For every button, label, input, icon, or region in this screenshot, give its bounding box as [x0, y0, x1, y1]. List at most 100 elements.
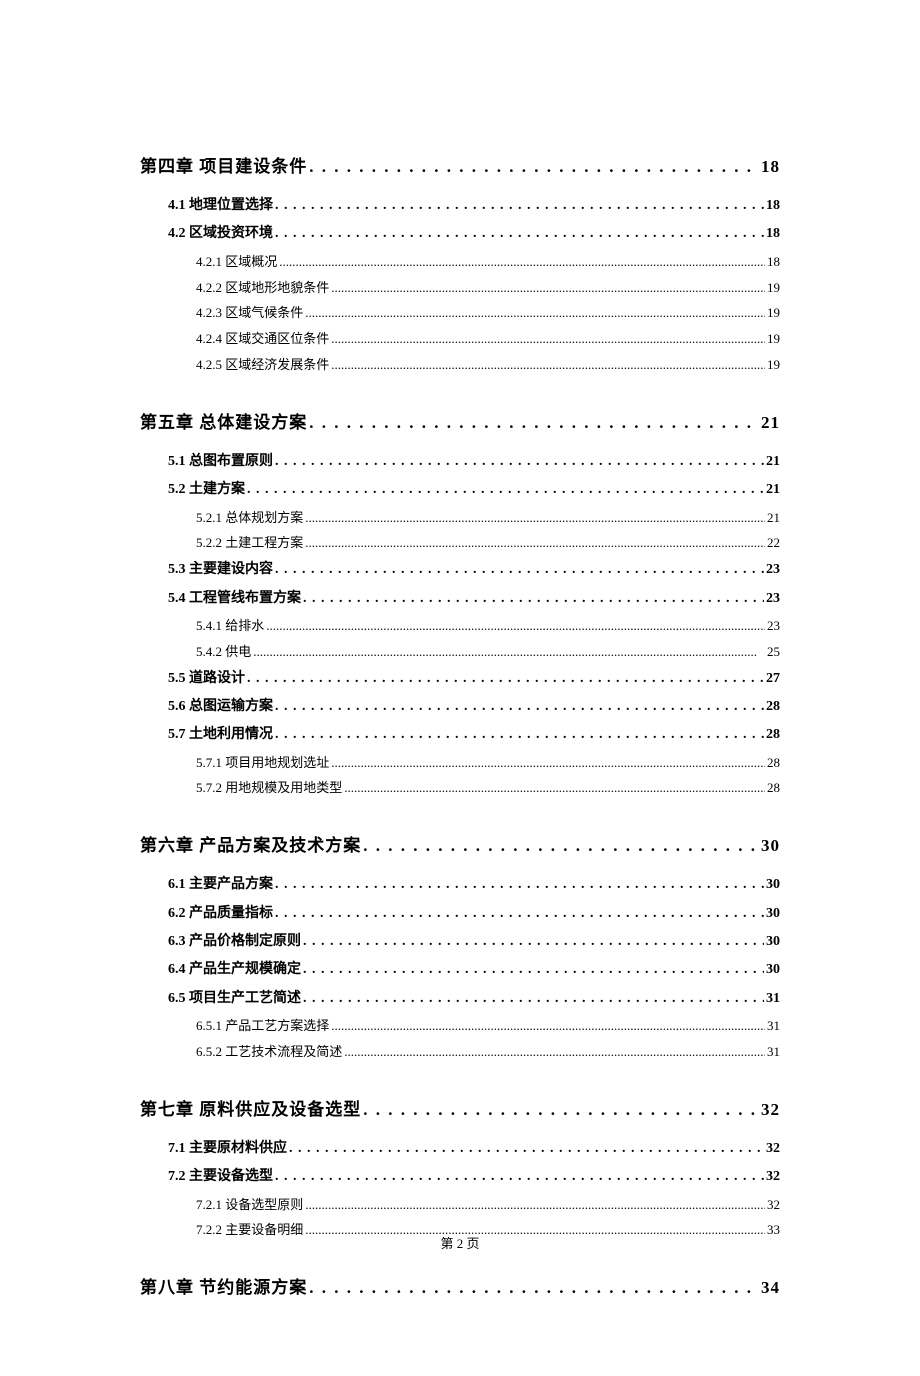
- toc-entry-section: 4.1 地理位置选择18: [168, 195, 780, 217]
- toc-leader-dots: [303, 931, 764, 953]
- toc-entry-subsection: 5.7.1 项目用地规划选址28: [196, 753, 780, 774]
- toc-label: 4.2.4 区域交通区位条件: [196, 329, 329, 350]
- toc-page-number: 23: [767, 616, 780, 637]
- toc-page-number: 22: [767, 533, 780, 554]
- toc-page-number: 30: [766, 874, 780, 896]
- toc-leader-dots: [275, 874, 764, 896]
- toc-entry-section: 5.7 土地利用情况28: [168, 724, 780, 746]
- toc-page-number: 32: [766, 1138, 780, 1160]
- toc-page-number: 21: [766, 479, 780, 501]
- toc-page-number: 18: [767, 252, 780, 273]
- toc-leader-dots: [279, 252, 765, 273]
- toc-entry-section: 6.1 主要产品方案30: [168, 874, 780, 896]
- toc-entry-section: 5.3 主要建设内容 23: [168, 559, 780, 581]
- toc-leader-dots: [344, 778, 765, 799]
- toc-page-number: 23: [766, 559, 780, 581]
- toc-entry-subsection: 5.7.2 用地规模及用地类型28: [196, 778, 780, 799]
- toc-label: 5.1 总图布置原则: [168, 451, 273, 473]
- toc-label: 5.2 土建方案: [168, 479, 245, 501]
- toc-entry-section: 7.2 主要设备选型 32: [168, 1166, 780, 1188]
- toc-leader-dots: [275, 559, 764, 581]
- toc-label: 7.2.1 设备选型原则: [196, 1195, 303, 1216]
- toc-leader-dots: [303, 588, 764, 610]
- toc-page-number: 31: [767, 1042, 780, 1063]
- toc-page-number: 25: [767, 642, 780, 663]
- toc-leader-dots: [331, 753, 765, 774]
- toc-page-number: 19: [767, 278, 780, 299]
- toc-leader-dots: [331, 355, 765, 376]
- toc-page-number: 23: [766, 588, 780, 610]
- toc-page-number: 18: [766, 195, 780, 217]
- toc-page-number: 30: [766, 959, 780, 981]
- toc-label: 第四章 项目建设条件: [140, 152, 307, 177]
- toc-leader-dots: [275, 903, 764, 925]
- toc-leader-dots: [309, 1278, 759, 1298]
- toc-label: 5.6 总图运输方案: [168, 696, 273, 718]
- toc-leader-dots: [305, 1195, 765, 1216]
- toc-entry-section: 6.3 产品价格制定原则 30: [168, 931, 780, 953]
- toc-page-number: 34: [761, 1278, 780, 1298]
- toc-page-number: 21: [761, 413, 780, 433]
- toc-entry-subsection: 4.2.4 区域交通区位条件 19: [196, 329, 780, 350]
- toc-page-number: 30: [761, 836, 780, 856]
- toc-label: 4.2 区域投资环境: [168, 223, 273, 245]
- toc-leader-dots: [303, 959, 764, 981]
- toc-entry-subsection: 5.4.1 给排水 23: [196, 616, 780, 637]
- toc-leader-dots: [275, 195, 764, 217]
- toc-label: 4.2.5 区域经济发展条件: [196, 355, 329, 376]
- toc-leader-dots: [303, 988, 764, 1010]
- toc-label: 第六章 产品方案及技术方案: [140, 831, 361, 856]
- toc-leader-dots: [266, 616, 765, 637]
- toc-entry-chapter: 第八章 节约能源方案 34: [140, 1273, 780, 1298]
- toc-leader-dots: [275, 451, 764, 473]
- toc-entry-subsection: 6.5.2 工艺技术流程及简述31: [196, 1042, 780, 1063]
- toc-leader-dots: [344, 1042, 765, 1063]
- toc-label: 5.4.2 供电: [196, 642, 251, 663]
- toc-label: 5.3 主要建设内容: [168, 559, 273, 581]
- toc-page-number: 27: [766, 668, 780, 690]
- toc-entry-subsection: 4.2.1 区域概况 18: [196, 252, 780, 273]
- toc-label: 4.2.2 区域地形地貌条件: [196, 278, 329, 299]
- toc-leader-dots: [253, 642, 765, 663]
- toc-entry-chapter: 第四章 项目建设条件 18: [140, 152, 780, 177]
- toc-label: 第八章 节约能源方案: [140, 1273, 307, 1298]
- toc-entry-section: 5.2 土建方案 21: [168, 479, 780, 501]
- toc-entry-subsection: 4.2.3 区域气候条件19: [196, 303, 780, 324]
- toc-entry-subsection: 7.2.1 设备选型原则 32: [196, 1195, 780, 1216]
- toc-page-number: 32: [766, 1166, 780, 1188]
- toc-entry-section: 6.2 产品质量指标30: [168, 903, 780, 925]
- toc-leader-dots: [247, 668, 764, 690]
- toc-page: 第四章 项目建设条件184.1 地理位置选择184.2 区域投资环境184.2.…: [0, 0, 920, 1376]
- toc-label: 5.7.1 项目用地规划选址: [196, 753, 329, 774]
- toc-entry-subsection: 5.2.2 土建工程方案22: [196, 533, 780, 554]
- toc-entry-section: 6.4 产品生产规模确定30: [168, 959, 780, 981]
- toc-leader-dots: [247, 479, 764, 501]
- toc-page-number: 19: [767, 329, 780, 350]
- toc-label: 6.3 产品价格制定原则: [168, 931, 301, 953]
- toc-label: 5.4.1 给排水: [196, 616, 264, 637]
- toc-label: 7.1 主要原材料供应: [168, 1138, 287, 1160]
- toc-entry-chapter: 第五章 总体建设方案21: [140, 408, 780, 433]
- toc-leader-dots: [305, 303, 765, 324]
- toc-entry-subsection: 6.5.1 产品工艺方案选择31: [196, 1016, 780, 1037]
- toc-leader-dots: [305, 508, 765, 529]
- toc-entry-section: 5.4 工程管线布置方案23: [168, 588, 780, 610]
- toc-page-number: 30: [766, 931, 780, 953]
- toc-leader-dots: [275, 696, 764, 718]
- toc-label: 5.2.1 总体规划方案: [196, 508, 303, 529]
- toc-label: 5.7.2 用地规模及用地类型: [196, 778, 342, 799]
- toc-page-number: 32: [767, 1195, 780, 1216]
- toc-entry-subsection: 5.2.1 总体规划方案21: [196, 508, 780, 529]
- toc-page-number: 28: [766, 696, 780, 718]
- toc-leader-dots: [331, 1016, 765, 1037]
- toc-entry-subsection: 4.2.5 区域经济发展条件19: [196, 355, 780, 376]
- toc-leader-dots: [363, 836, 759, 856]
- toc-label: 4.2.3 区域气候条件: [196, 303, 303, 324]
- toc-entry-subsection: 5.4.2 供电 25: [196, 642, 780, 663]
- toc-label: 7.2 主要设备选型: [168, 1166, 273, 1188]
- toc-leader-dots: [331, 278, 765, 299]
- toc-leader-dots: [275, 1166, 764, 1188]
- toc-entry-section: 5.5 道路设计27: [168, 668, 780, 690]
- toc-page-number: 18: [761, 157, 780, 177]
- toc-label: 4.2.1 区域概况: [196, 252, 277, 273]
